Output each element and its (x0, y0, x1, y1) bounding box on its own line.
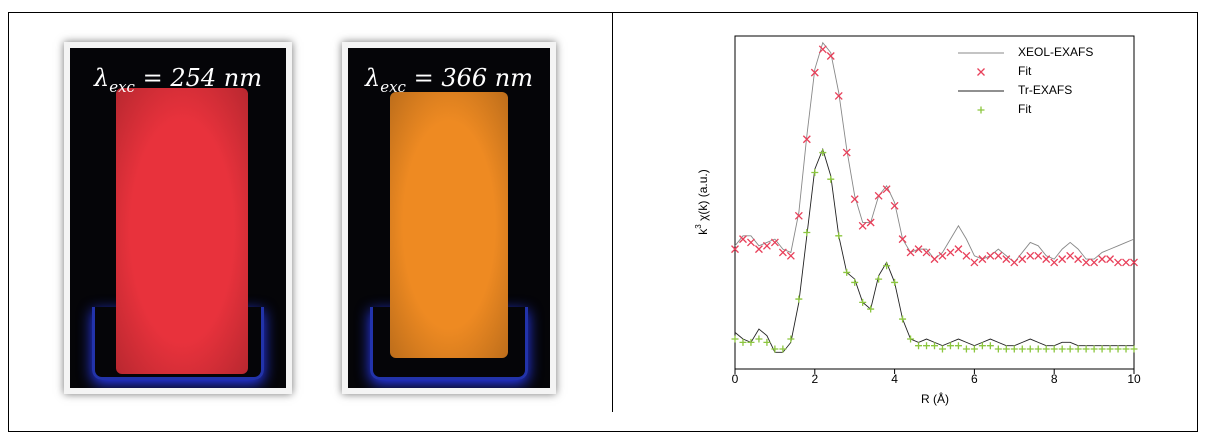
data-point (1107, 256, 1114, 263)
x-tick-label: 8 (1051, 372, 1058, 386)
y-label-rest: χ(k) (a.u.) (696, 169, 710, 224)
data-point (1075, 346, 1082, 353)
data-point (955, 246, 962, 253)
data-point (1011, 259, 1018, 266)
data-point (899, 236, 906, 243)
data-point (859, 222, 866, 229)
data-point (803, 229, 810, 236)
data-point (1003, 256, 1010, 263)
data-point (755, 336, 762, 343)
data-point (875, 192, 882, 199)
x-tick-label: 2 (811, 372, 818, 386)
data-point (779, 346, 786, 353)
data-point (1067, 346, 1074, 353)
data-point (1011, 346, 1018, 353)
data-point (915, 342, 922, 349)
legend-marker (978, 107, 985, 114)
data-point (931, 256, 938, 263)
data-point (747, 339, 754, 346)
data-point (1123, 346, 1130, 353)
data-point (987, 252, 994, 259)
data-point (755, 246, 762, 253)
data-point (995, 346, 1002, 353)
data-point (1107, 346, 1114, 353)
data-point (1099, 346, 1106, 353)
data-point (971, 259, 978, 266)
data-point (1075, 256, 1082, 263)
data-point (971, 346, 978, 353)
data-line (735, 43, 1134, 263)
data-point (1035, 252, 1042, 259)
data-point (1091, 259, 1098, 266)
data-point (1027, 252, 1034, 259)
data-point (963, 346, 970, 353)
x-tick-label: 10 (1127, 372, 1141, 386)
legend-label: XEOL-EXAFS (1018, 45, 1093, 59)
data-point (1115, 259, 1122, 266)
data-point (795, 296, 802, 303)
data-point (811, 169, 818, 176)
data-point (1051, 346, 1058, 353)
y-axis-label: k3 χ(k) (a.u.) (694, 169, 710, 234)
data-point (787, 252, 794, 259)
data-point (955, 342, 962, 349)
data-point (1043, 346, 1050, 353)
page: λexc = 254 nm λexc = 366 nm R (Å) k3 χ(k… (0, 0, 1208, 412)
chart: R (Å) k3 χ(k) (a.u.) 0 2 4 6 8 10 XEOL-EXAFS Fi… (0, 0, 1208, 412)
data-point (963, 252, 970, 259)
data-point (923, 342, 930, 349)
data-point (899, 316, 906, 323)
data-point (1083, 346, 1090, 353)
data-point (1035, 346, 1042, 353)
data-point (1131, 346, 1138, 353)
data-point (987, 342, 994, 349)
legend-label: Fit (1018, 102, 1032, 116)
data-point (1067, 252, 1074, 259)
data-point (1059, 256, 1066, 263)
x-tick-label: 0 (732, 372, 739, 386)
data-point (1091, 346, 1098, 353)
data-point (1051, 259, 1058, 266)
x-tick-label: 6 (971, 372, 978, 386)
data-point (907, 249, 914, 256)
data-point (947, 249, 954, 256)
legend-label: Fit (1018, 64, 1032, 78)
legend-marker (978, 69, 985, 76)
data-point (1043, 256, 1050, 263)
data-point (787, 336, 794, 343)
x-tick-label: 4 (891, 372, 898, 386)
data-point (939, 346, 946, 353)
data-point (995, 252, 1002, 259)
data-point (1083, 259, 1090, 266)
data-point (732, 336, 739, 343)
data-point (1019, 256, 1026, 263)
data-point (979, 256, 986, 263)
data-point (1019, 346, 1026, 353)
data-point (1099, 256, 1106, 263)
data-point (1123, 259, 1130, 266)
data-point (1059, 346, 1066, 353)
data-line (735, 149, 1134, 352)
data-point (1003, 346, 1010, 353)
data-point (1115, 346, 1122, 353)
data-point (1027, 346, 1034, 353)
data-point (835, 232, 842, 239)
plot-frame (735, 36, 1134, 369)
data-point (891, 279, 898, 286)
data-point (939, 252, 946, 259)
data-point (875, 276, 882, 283)
data-point (763, 242, 770, 249)
data-point (779, 249, 786, 256)
legend-label: Tr-EXAFS (1018, 83, 1072, 97)
data-point (907, 336, 914, 343)
x-axis-label: R (Å) (921, 391, 949, 406)
data-point (827, 176, 834, 183)
data-point (747, 239, 754, 246)
